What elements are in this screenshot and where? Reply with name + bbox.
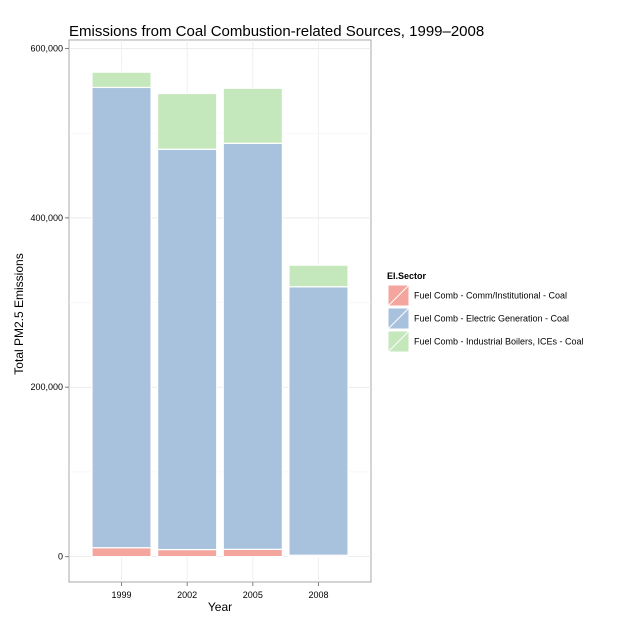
y-axis-title: Total PM2.5 Emissions (12, 253, 26, 374)
bar-segment (91, 86, 152, 549)
x-tick-label: 2002 (177, 590, 197, 600)
legend: EI.Sector Fuel Comb - Comm/Institutional… (386, 271, 584, 354)
bar-segment (91, 71, 152, 89)
bar-segment (157, 548, 218, 558)
plot-area (68, 39, 372, 583)
bar-segment (288, 286, 349, 556)
chart-title: Emissions from Coal Combustion-related S… (69, 23, 484, 40)
bar-segment (157, 148, 218, 551)
legend-label: Fuel Comb - Industrial Boilers, ICEs - C… (414, 337, 584, 347)
legend-label: Fuel Comb - Electric Generation - Coal (414, 314, 569, 324)
y-tick-label: 400,000 (30, 213, 63, 223)
bar-segment (222, 142, 283, 550)
y-axis: 0 200,000 400,000 600,000 (30, 43, 69, 562)
y-tick-label: 600,000 (30, 43, 63, 53)
y-tick-label: 200,000 (30, 382, 63, 392)
legend-swatch-slash (387, 307, 410, 330)
x-tick-label: 2005 (243, 590, 263, 600)
bar-segment (222, 87, 283, 144)
x-tick-label: 1999 (112, 590, 132, 600)
y-tick-label: 0 (58, 552, 63, 562)
x-tick-label: 2008 (308, 590, 328, 600)
legend-swatch-slash (387, 330, 410, 353)
bar-segment (288, 264, 349, 288)
bar-segment (91, 547, 152, 558)
legend-title: EI.Sector (387, 271, 427, 281)
legend-swatch-slash (387, 284, 410, 307)
x-axis: 1999 2002 2005 2008 (112, 582, 328, 600)
bar-segment (222, 548, 283, 558)
x-axis-title: Year (208, 600, 232, 614)
bar-segment (157, 92, 218, 150)
legend-label: Fuel Comb - Comm/Institutional - Coal (414, 291, 567, 301)
